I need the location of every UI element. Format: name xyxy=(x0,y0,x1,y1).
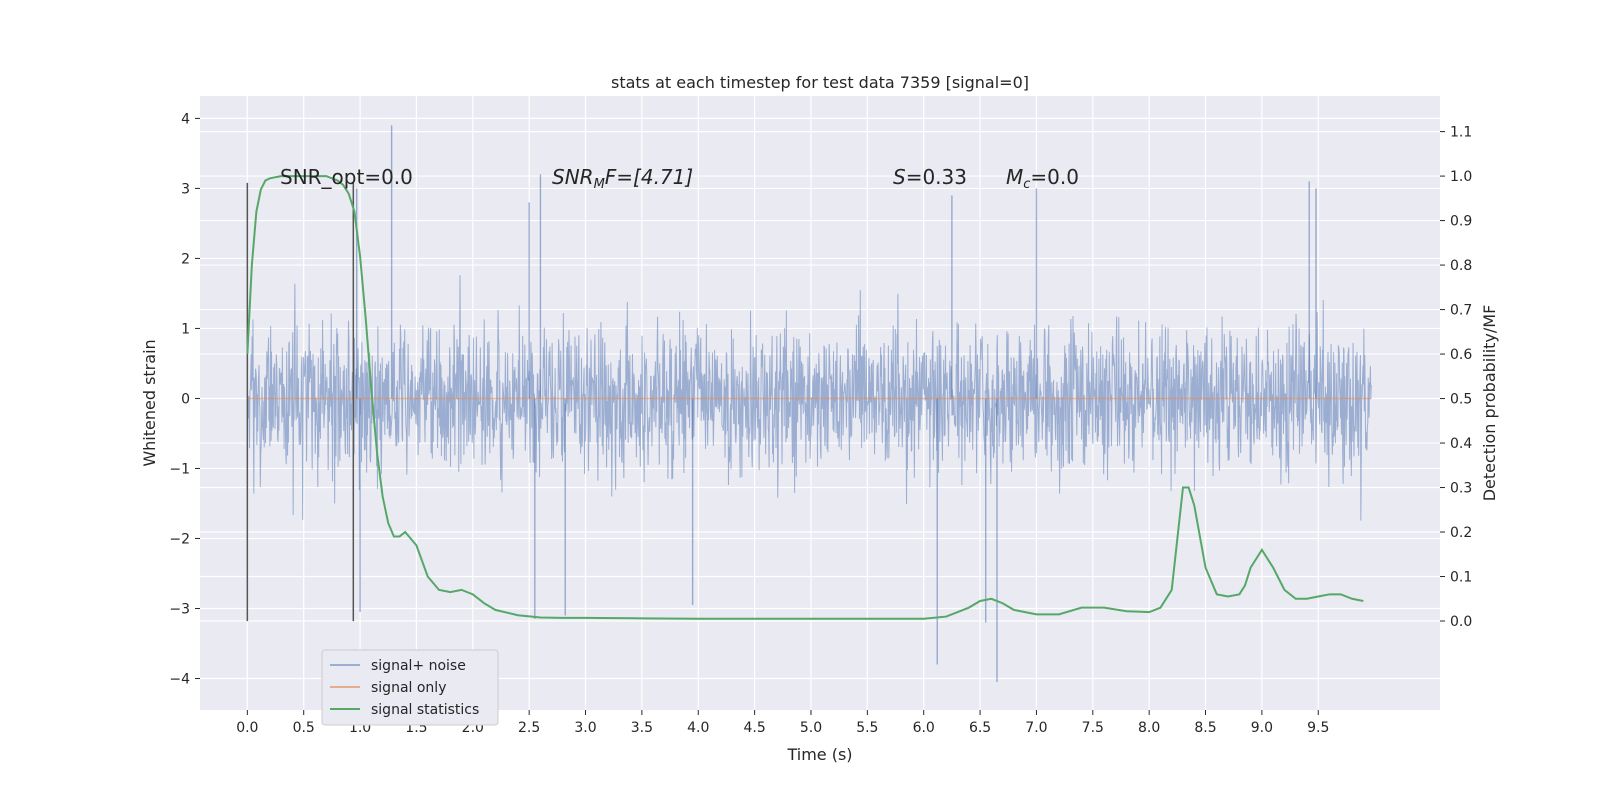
annotation-snr-mf-subscript: M xyxy=(594,177,605,192)
x-tick-label: 3.0 xyxy=(574,720,596,736)
y-right-tick-label: 0.3 xyxy=(1450,481,1472,497)
annotation-mc-value: =0.0 xyxy=(1030,165,1079,189)
x-tick-label: 7.0 xyxy=(1025,720,1047,736)
annotation-mc: Mc=0.0 xyxy=(1006,165,1079,192)
y-right-tick-label: 1.0 xyxy=(1450,169,1472,185)
y-right-tick-label: 0.1 xyxy=(1450,570,1472,586)
y-tick-label: 4 xyxy=(181,111,190,127)
legend-label-signal-noise: signal+ noise xyxy=(371,658,466,674)
x-tick-label: 6.0 xyxy=(913,720,935,736)
chart-title: stats at each timestep for test data 735… xyxy=(611,73,1029,92)
y-right-tick-label: 0.9 xyxy=(1450,214,1472,230)
y-tick-label: −4 xyxy=(169,671,190,687)
y-right-axis-label: Detection probability/MF xyxy=(1480,305,1499,502)
y-tick-label: −3 xyxy=(169,601,190,617)
x-tick-label: 8.5 xyxy=(1194,720,1216,736)
x-axis-label: Time (s) xyxy=(786,745,852,764)
signal-statistics-series xyxy=(246,175,1364,620)
x-tick-label: 4.5 xyxy=(743,720,765,736)
y-right-tick-label: 1.1 xyxy=(1450,125,1472,141)
annotation-mc-symbol: M xyxy=(1006,165,1023,189)
legend-box xyxy=(321,649,499,726)
legend: signal+ noise signal only signal statist… xyxy=(321,649,499,726)
annotation-s: S=0.33 xyxy=(893,165,967,189)
annotation-snr-mf-symbol: SNR xyxy=(552,165,594,189)
y-tick-label: 2 xyxy=(181,251,190,267)
annotation-snr-mf: SNRMF=[4.71] xyxy=(552,165,693,192)
x-tick-label: 4.0 xyxy=(687,720,709,736)
y-right-tick-label: 0.6 xyxy=(1450,347,1472,363)
signal-noise-trace xyxy=(246,275,1372,521)
y-tick-label: 1 xyxy=(181,321,190,337)
y-tick-label: −1 xyxy=(169,461,190,477)
y-right-ticks: 1.1 1.0 0.9 0.8 0.7 0.6 0.5 0.4 0.3 0.2 0.1 0.0 xyxy=(1440,125,1472,630)
legend-label-signal-only: signal only xyxy=(371,680,446,696)
signal-statistics-line xyxy=(246,175,1364,620)
x-tick-label: 6.5 xyxy=(969,720,991,736)
y-tick-label: −2 xyxy=(169,531,190,547)
y-ticks: 4 3 2 1 0 −1 −2 −3 −4 xyxy=(169,111,200,687)
y-tick-label: 0 xyxy=(181,391,190,407)
x-tick-label: 5.5 xyxy=(856,720,878,736)
annotation-s-value: =0.33 xyxy=(906,165,967,189)
annotation-mc-subscript: c xyxy=(1023,177,1030,192)
y-right-tick-label: 0.7 xyxy=(1450,303,1472,319)
y-right-tick-label: 0.0 xyxy=(1450,614,1472,630)
annotation-s-symbol: S xyxy=(893,165,906,189)
x-tick-label: 2.5 xyxy=(518,720,540,736)
annotation-snr-opt: SNR_opt=0.0 xyxy=(280,165,413,189)
y-right-tick-label: 0.4 xyxy=(1450,436,1472,452)
x-tick-label: 0.0 xyxy=(236,720,258,736)
x-tick-label: 5.0 xyxy=(800,720,822,736)
x-tick-label: 8.0 xyxy=(1138,720,1160,736)
y-right-tick-label: 0.5 xyxy=(1450,392,1472,408)
vertical-markers xyxy=(246,182,355,622)
x-tick-label: 9.0 xyxy=(1251,720,1273,736)
annotation-snr-mf-value: F=[4.71] xyxy=(605,165,693,189)
x-ticks: 0.0 0.5 1.0 1.5 2.0 2.5 3.0 3.5 4.0 4.5 5.0 5.5 6.0 6… xyxy=(236,710,1329,736)
x-tick-label: 9.5 xyxy=(1307,720,1329,736)
y-right-tick-label: 0.8 xyxy=(1450,258,1472,274)
x-tick-label: 3.5 xyxy=(631,720,653,736)
x-tick-label: 0.5 xyxy=(293,720,315,736)
y-right-tick-label: 0.2 xyxy=(1450,525,1472,541)
legend-label-signal-statistics: signal statistics xyxy=(371,702,479,718)
x-tick-label: 7.5 xyxy=(1082,720,1104,736)
y-axis-label: Whitened strain xyxy=(140,339,159,466)
y-tick-label: 3 xyxy=(181,181,190,197)
